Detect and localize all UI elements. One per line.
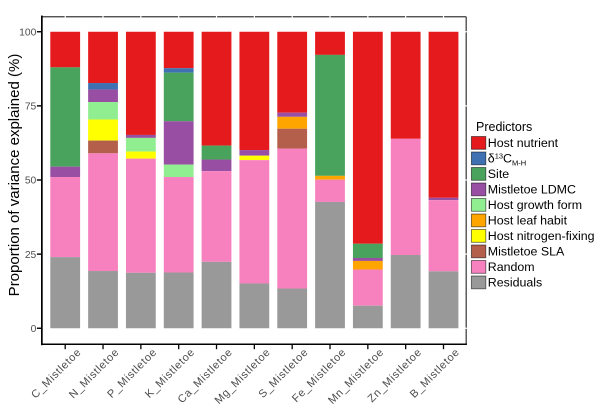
svg-text:Residuals: Residuals xyxy=(488,276,542,290)
svg-text:Host leaf habit: Host leaf habit xyxy=(488,214,568,228)
svg-text:Mistletoe SLA: Mistletoe SLA xyxy=(488,245,565,259)
svg-text:Host nutrient: Host nutrient xyxy=(488,136,559,150)
svg-text:Site: Site xyxy=(488,167,509,181)
svg-text:Proportion of variance explain: Proportion of variance explained (%) xyxy=(6,54,23,297)
svg-text:0: 0 xyxy=(31,324,37,335)
svg-text:75: 75 xyxy=(25,102,37,113)
svg-text:Host growth form: Host growth form xyxy=(488,198,582,212)
svg-text:Host nitrogen-fixing: Host nitrogen-fixing xyxy=(488,229,595,243)
svg-text:100: 100 xyxy=(19,27,36,38)
svg-text:50: 50 xyxy=(25,176,37,187)
svg-text:25: 25 xyxy=(25,250,37,261)
svg-text:Predictors: Predictors xyxy=(476,120,532,134)
svg-text:Random: Random xyxy=(488,260,535,274)
svg-text:Mistletoe LDMC: Mistletoe LDMC xyxy=(488,183,576,197)
